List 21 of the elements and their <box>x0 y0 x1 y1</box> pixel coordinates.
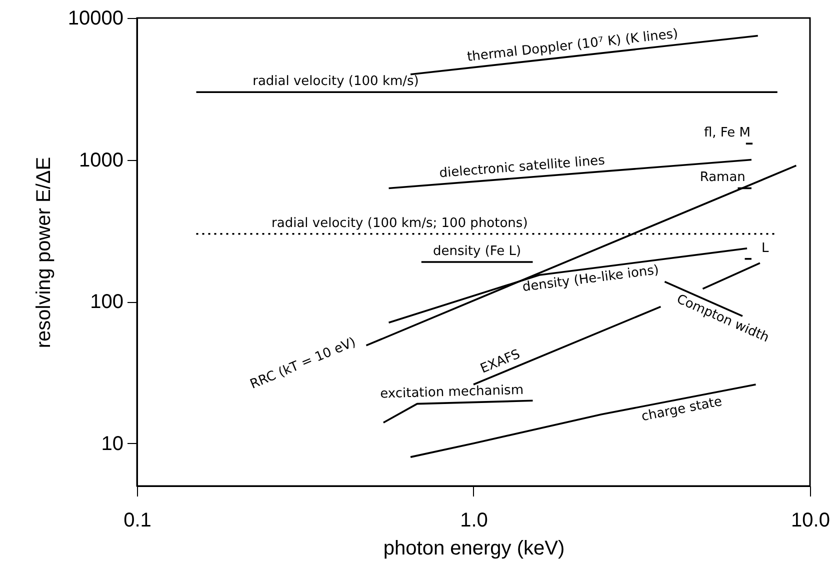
series-label: L <box>761 240 770 256</box>
x-tick-label: 10.0 <box>791 510 830 532</box>
text: thermal Doppler (10⁷ K) (K lines) <box>466 26 679 65</box>
text: charge state <box>640 394 724 425</box>
y-tick-label: 10 <box>101 432 124 455</box>
series-label: density (Fe L) <box>433 244 522 260</box>
y-tick-label: 1000 <box>79 149 124 172</box>
text: density (He-like ions) <box>522 262 660 296</box>
text: RRC (kT = 10 eV) <box>248 335 358 392</box>
series-label: Raman <box>700 170 746 186</box>
y-tick-label: 100 <box>90 291 124 314</box>
series-label: excitation mechanism <box>380 382 524 402</box>
series-label: radial velocity (100 km/s) <box>252 74 419 90</box>
series-label: dielectronic satellite lines <box>438 153 606 182</box>
series-label: fl, Fe M <box>704 126 751 141</box>
series-label: radial velocity (100 km/s; 100 photons) <box>272 216 528 231</box>
y-tick-label: 10000 <box>68 8 124 30</box>
x-tick-label: 1.0 <box>460 510 488 532</box>
x-tick-label: 0.1 <box>124 510 152 532</box>
x-axis-title: photon energy (keV) <box>383 538 565 560</box>
y-axis-title: resolving power E/ΔE <box>32 156 55 348</box>
